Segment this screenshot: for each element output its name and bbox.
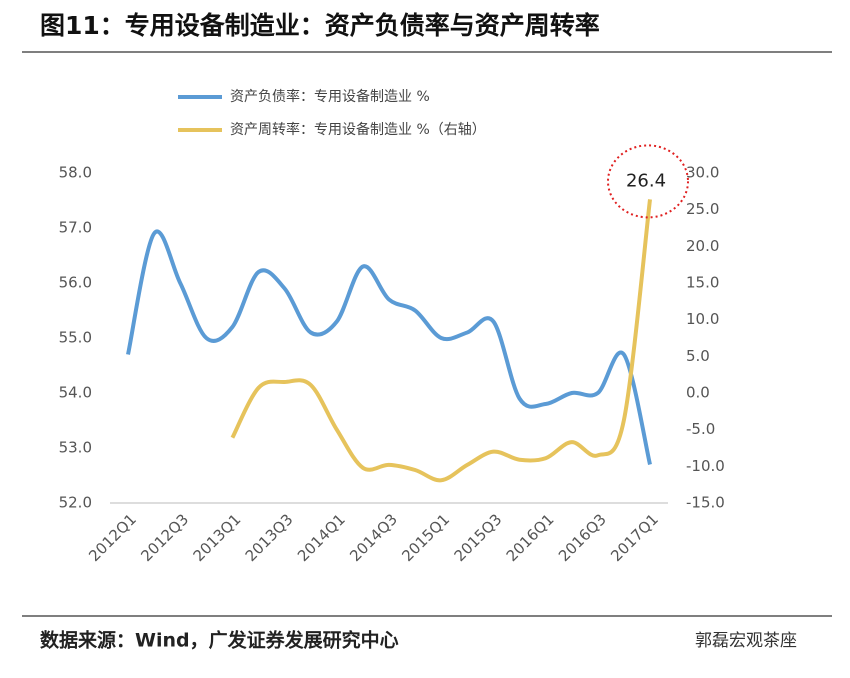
y-tick-label: 52.0 — [59, 494, 92, 512]
x-tick-label: 2015Q3 — [451, 510, 506, 565]
legend-label: 资产周转率：专用设备制造业 %（右轴） — [230, 121, 486, 138]
x-tick-label: 2012Q1 — [85, 510, 140, 565]
y2-tick-label: 30.0 — [686, 164, 719, 182]
x-tick-label: 2016Q1 — [503, 510, 558, 565]
y2-tick-label: 15.0 — [686, 274, 719, 292]
x-tick-label: 2014Q1 — [294, 510, 349, 565]
y2-tick-label: 0.0 — [686, 384, 710, 402]
y2-tick-label: 5.0 — [686, 347, 710, 365]
y-tick-label: 54.0 — [59, 384, 92, 402]
x-tick-label: 2015Q1 — [398, 510, 453, 565]
y2-tick-label: 25.0 — [686, 200, 719, 218]
x-tick-label: 2017Q1 — [607, 510, 662, 565]
y2-tick-label: -15.0 — [686, 494, 725, 512]
y2-tick-label: 10.0 — [686, 310, 719, 328]
x-tick-label: 2013Q1 — [190, 510, 245, 565]
x-tick-label: 2014Q3 — [346, 510, 401, 565]
highlight-circle — [607, 144, 689, 219]
y-tick-label: 57.0 — [59, 219, 92, 237]
y-tick-label: 53.0 — [59, 439, 92, 457]
y2-tick-label: -5.0 — [686, 420, 715, 438]
chart-title: 图11：专用设备制造业：资产负债率与资产周转率 — [40, 11, 600, 40]
series-line — [230, 199, 652, 483]
x-tick-label: 2016Q3 — [555, 510, 610, 565]
data-label: 26.4 — [626, 170, 666, 191]
source: 数据来源：Wind，广发证券发展研究中心 — [40, 629, 399, 652]
x-tick-label: 2012Q3 — [137, 510, 192, 565]
legend-label: 资产负债率：专用设备制造业 % — [230, 88, 430, 105]
y-tick-label: 55.0 — [59, 329, 92, 347]
y-tick-label: 56.0 — [59, 274, 92, 292]
y2-tick-label: -10.0 — [686, 457, 725, 475]
series-line — [126, 229, 652, 465]
y2-tick-label: 20.0 — [686, 237, 719, 255]
watermark: 郭磊宏观茶座 — [695, 631, 797, 651]
y-tick-label: 58.0 — [59, 164, 92, 182]
x-tick-label: 2013Q3 — [242, 510, 297, 565]
